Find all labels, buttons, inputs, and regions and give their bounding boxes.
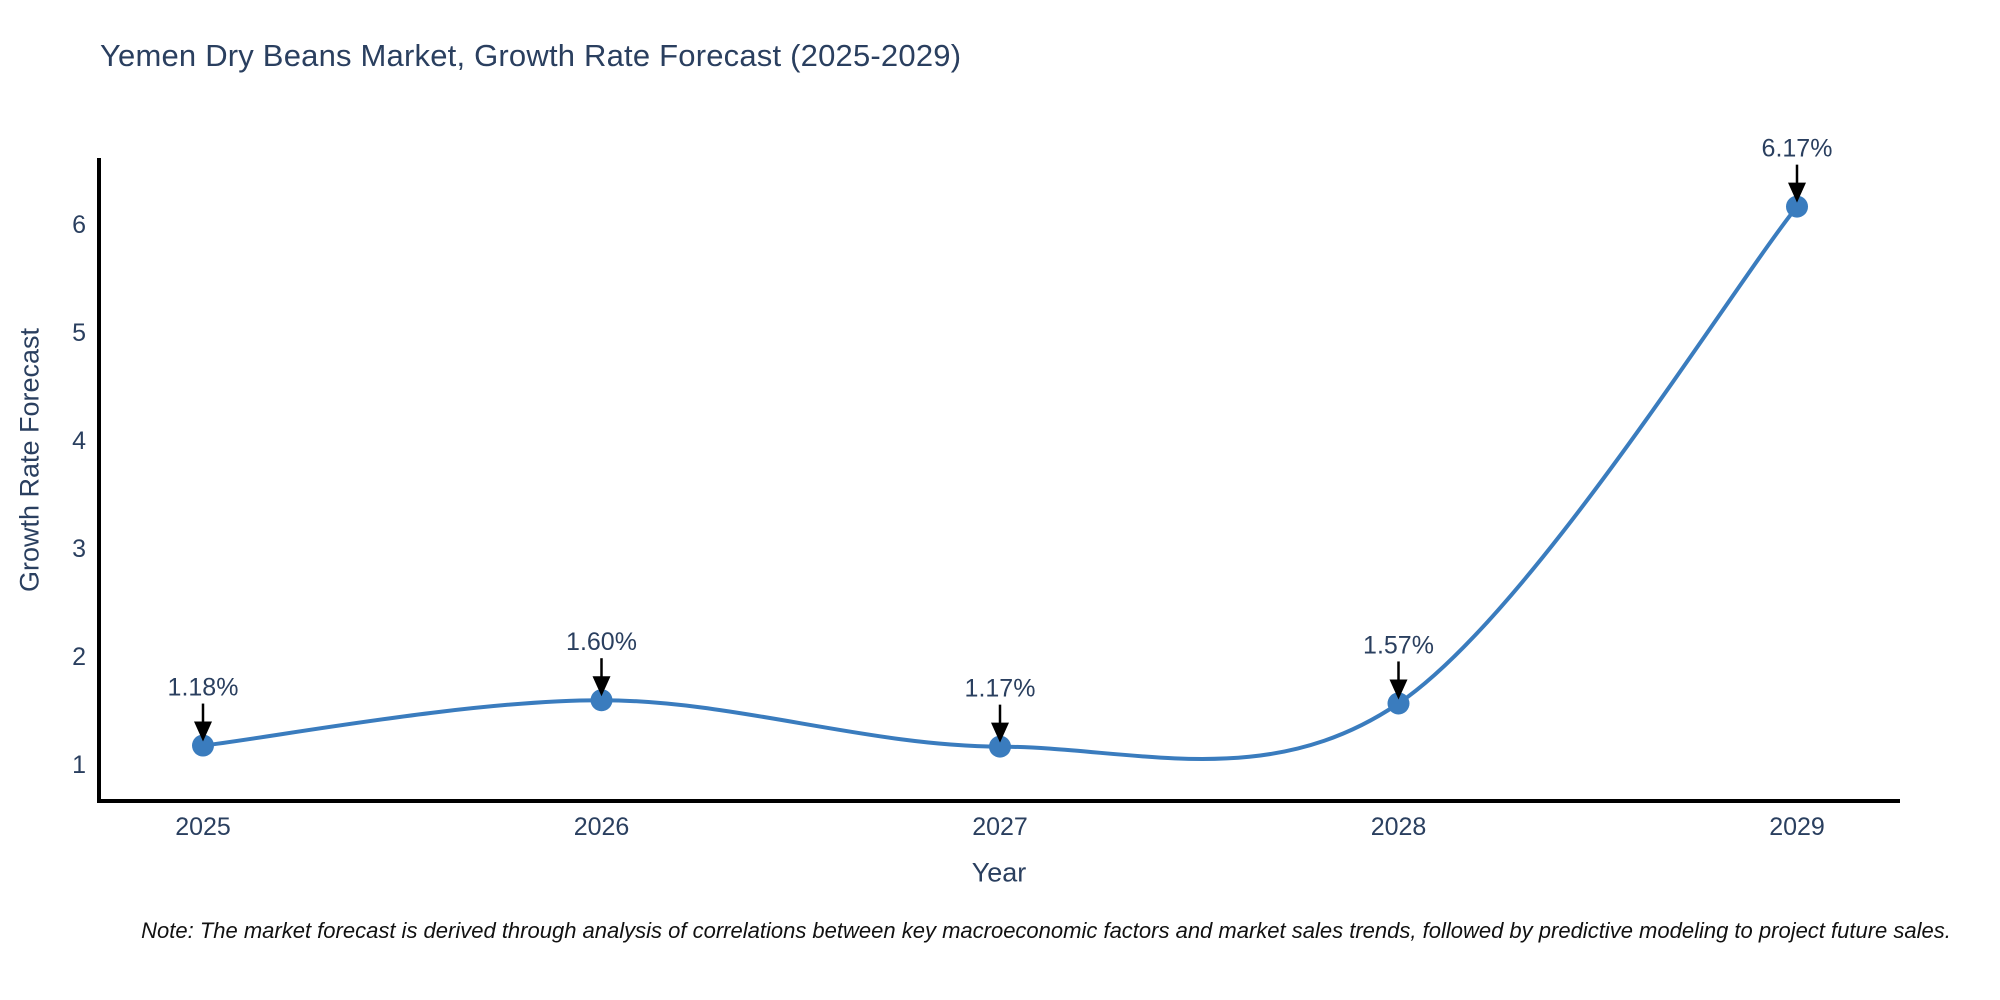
y-axis-ticks: 1 2 3 4 5 6 (72, 211, 86, 779)
data-point-marker (989, 735, 1011, 758)
x-tick-label: 2025 (175, 813, 231, 841)
annotation-label: 1.17% (965, 675, 1036, 703)
y-tick-label: 1 (72, 751, 86, 779)
annotation-arrowhead (194, 721, 212, 742)
y-tick-label: 3 (72, 535, 86, 563)
x-tick-label: 2028 (1371, 813, 1427, 841)
annotation-label: 6.17% (1762, 135, 1833, 163)
x-axis-ticks: 2025 2026 2027 2028 2029 (175, 813, 1825, 841)
x-tick-label: 2026 (574, 813, 630, 841)
series-line (201, 204, 1799, 761)
annotation-arrowhead (1788, 182, 1806, 203)
y-tick-label: 2 (72, 643, 86, 671)
annotation-label: 1.18% (168, 674, 239, 702)
annotation-arrowhead (592, 676, 611, 697)
y-tick-label: 6 (72, 211, 86, 239)
data-point-marker (590, 689, 613, 712)
data-point-marker (192, 734, 214, 757)
y-tick-label: 4 (72, 427, 86, 455)
data-point-marker (1786, 195, 1808, 218)
annotation-label: 1.60% (566, 628, 637, 656)
chart-title: Yemen Dry Beans Market, Growth Rate Fore… (100, 38, 962, 73)
annotation-arrowhead (991, 722, 1009, 743)
annotation-arrowhead (1389, 679, 1408, 700)
series-group (192, 195, 1808, 761)
data-point-marker (1387, 692, 1410, 715)
x-tick-label: 2027 (972, 813, 1028, 841)
footnote-text: Note: The market forecast is derived thr… (141, 918, 1951, 943)
y-tick-label: 5 (72, 319, 86, 347)
annotations-group: 1.18% 1.60% 1.17% 1.57% 6.17% (168, 135, 1833, 743)
x-axis-title: Year (971, 857, 1027, 888)
annotation-label: 1.57% (1363, 631, 1434, 659)
x-tick-label: 2029 (1769, 813, 1825, 841)
